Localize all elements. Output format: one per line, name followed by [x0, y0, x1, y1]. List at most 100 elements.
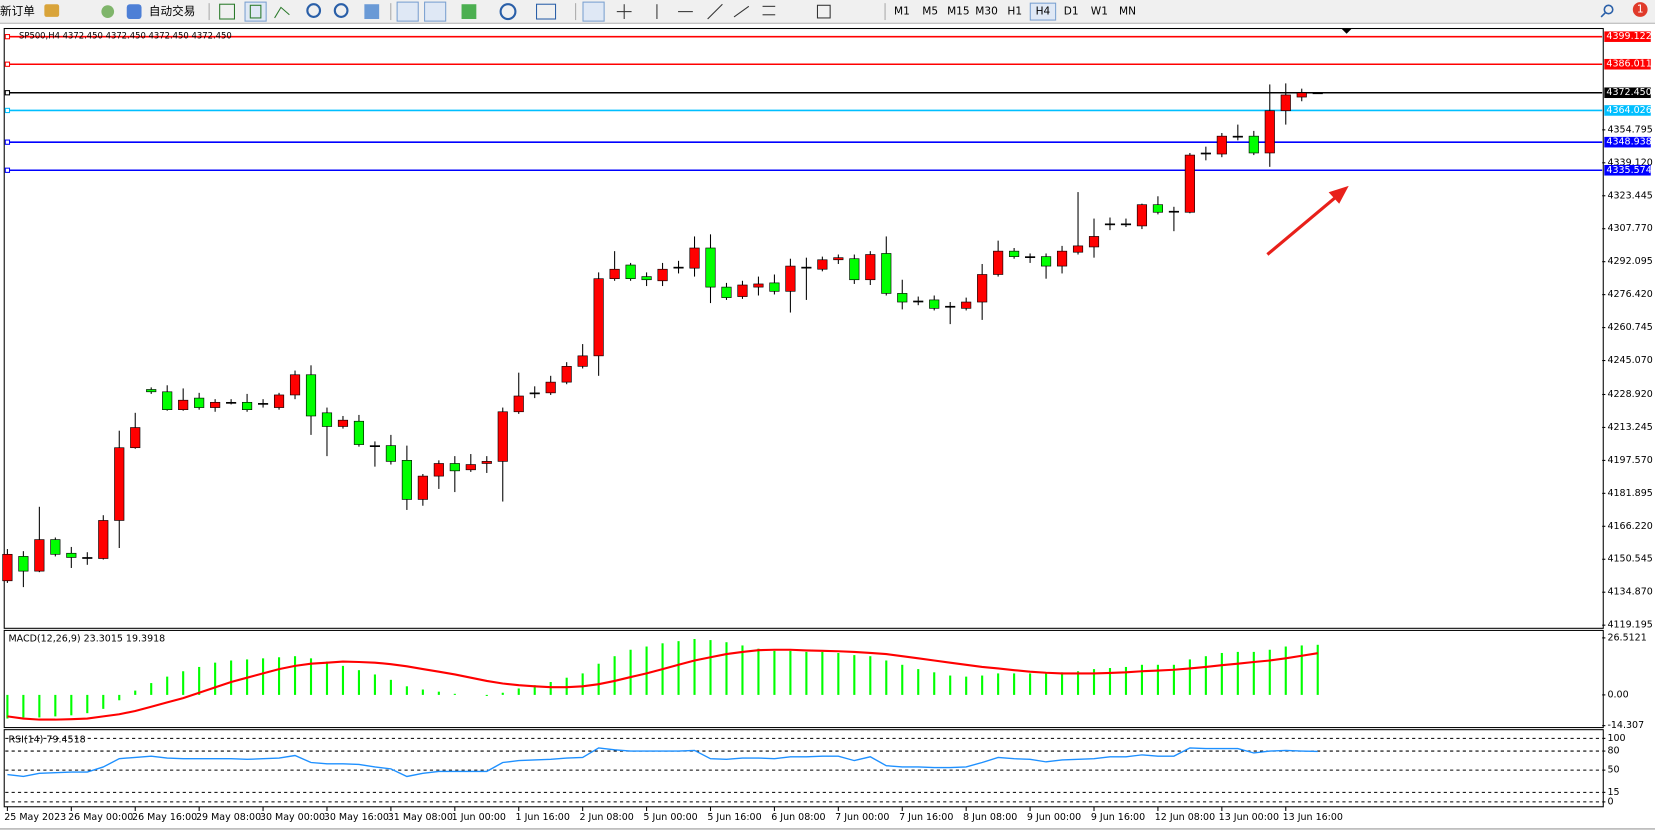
- candle-body: [977, 274, 988, 303]
- candle-body: [1200, 152, 1211, 155]
- timeframe-label[interactable]: H4: [1036, 6, 1051, 18]
- histogram-bar: [997, 673, 1000, 695]
- auto-trading-button[interactable]: 自动交易: [126, 4, 196, 20]
- icon[interactable]: [44, 4, 60, 17]
- candle-body: [321, 412, 333, 427]
- line-handle: [4, 167, 11, 173]
- channel-tool[interactable]: [733, 5, 750, 18]
- icon[interactable]: [219, 3, 235, 20]
- candle-body: [417, 475, 428, 500]
- histogram-bar: [373, 674, 376, 695]
- timeframe-label[interactable]: D1: [1064, 6, 1079, 18]
- timeframe-button[interactable]: [1029, 2, 1057, 21]
- x-tick-label: 7 Jun 16:00: [899, 812, 953, 823]
- candle-body: [865, 254, 876, 281]
- candle-body: [1152, 204, 1163, 213]
- histogram-bar: [517, 688, 520, 695]
- histogram-bar: [357, 670, 361, 695]
- histogram-bar: [853, 655, 856, 695]
- histogram-bar: [1045, 673, 1048, 695]
- timeframe-label[interactable]: M15: [947, 6, 970, 18]
- icon-active[interactable]: [396, 1, 419, 22]
- histogram-bar: [437, 691, 440, 695]
- candle-body: [1296, 92, 1307, 98]
- icon[interactable]: [364, 4, 380, 20]
- price-label-bg: [1604, 87, 1651, 99]
- candle-body: [401, 460, 412, 500]
- candle-body: [1072, 245, 1084, 253]
- candle-body: [561, 366, 572, 383]
- x-tick-label: 9 Jun 16:00: [1091, 812, 1145, 823]
- cursor-tool[interactable]: [582, 1, 605, 22]
- icon[interactable]: [461, 4, 477, 20]
- candle-body: [114, 447, 125, 521]
- histogram-bar: [677, 641, 680, 695]
- x-tick-label: 26 May 00:00: [68, 812, 133, 823]
- histogram-bar: [102, 694, 105, 709]
- icon[interactable]: [536, 3, 557, 20]
- icon[interactable]: [274, 6, 290, 19]
- icon[interactable]: [101, 5, 115, 18]
- trendline-tool[interactable]: [707, 3, 723, 20]
- timeframe-label[interactable]: H1: [1007, 6, 1022, 18]
- search-button[interactable]: [1600, 12, 1606, 18]
- label-tool[interactable]: [816, 4, 831, 19]
- y-tick-label: 100: [1607, 733, 1625, 744]
- histogram-bar: [501, 692, 504, 695]
- y-tick-label: 4323.445: [1607, 190, 1652, 201]
- candle-body: [945, 305, 956, 308]
- candle-body: [178, 399, 189, 410]
- timeframe-label[interactable]: M5: [922, 6, 938, 18]
- toolbar: 新订单 自动交易 M1 M5 M15 M30 H1 H4 D1 W1 M: [0, 0, 1655, 24]
- histogram-bar: [421, 689, 424, 695]
- histogram-bar: [214, 662, 217, 695]
- search-button[interactable]: [1603, 4, 1614, 15]
- candle-body: [993, 250, 1004, 275]
- x-tick-label: 8 Jun 08:00: [963, 812, 1017, 823]
- timeframe-label[interactable]: W1: [1091, 6, 1108, 18]
- new-order-button[interactable]: 新订单: [0, 4, 35, 18]
- candle-body: [66, 552, 77, 558]
- x-tick-label: 6 Jun 08:00: [771, 812, 825, 823]
- zoom-out[interactable]: [333, 3, 349, 18]
- timeframe-label[interactable]: MN: [1119, 6, 1136, 18]
- line-handle: [4, 90, 11, 96]
- icon[interactable]: [499, 3, 517, 21]
- candle-body: [593, 278, 604, 357]
- zoom-in[interactable]: [306, 3, 322, 18]
- timeframe-label[interactable]: M1: [894, 6, 910, 18]
- candle-body: [497, 411, 508, 462]
- histogram-bar: [581, 673, 584, 695]
- candle-body: [1232, 135, 1243, 138]
- price-label-bg: [1604, 164, 1651, 176]
- y-tick-label: 0.00: [1607, 689, 1628, 700]
- histogram-bar: [1300, 645, 1303, 695]
- price-label: 4348.938: [1606, 137, 1651, 148]
- candle-body: [657, 268, 668, 282]
- candle-body: [1216, 135, 1227, 155]
- candle-body: [98, 520, 109, 559]
- auto-trading-label[interactable]: 自动交易: [149, 4, 195, 18]
- icon[interactable]: [249, 4, 262, 19]
- icon[interactable]: [126, 4, 142, 20]
- candle-body: [1120, 223, 1132, 226]
- new-order-label[interactable]: 新订单: [0, 4, 35, 18]
- histogram-bar: [309, 658, 313, 695]
- line-handle: [4, 107, 11, 114]
- histogram-bar: [262, 658, 265, 695]
- candle-body: [1009, 250, 1020, 257]
- x-tick-label: 5 Jun 16:00: [707, 812, 761, 823]
- y-tick-label: 26.5121: [1607, 632, 1646, 643]
- histogram-bar: [693, 639, 696, 695]
- timeframe-label[interactable]: M30: [975, 6, 998, 18]
- x-tick-label: 5 Jun 00:00: [643, 812, 697, 823]
- icon-active[interactable]: [424, 1, 447, 22]
- histogram-bar: [549, 681, 552, 695]
- notification-badge[interactable]: [1632, 2, 1648, 17]
- candle-body: [1312, 92, 1323, 95]
- notification-count[interactable]: 1: [1637, 4, 1644, 16]
- y-tick-label: 4245.070: [1607, 355, 1652, 366]
- x-tick-label: 25 May 2023: [4, 812, 66, 823]
- price-label: 4386.011: [1606, 59, 1651, 70]
